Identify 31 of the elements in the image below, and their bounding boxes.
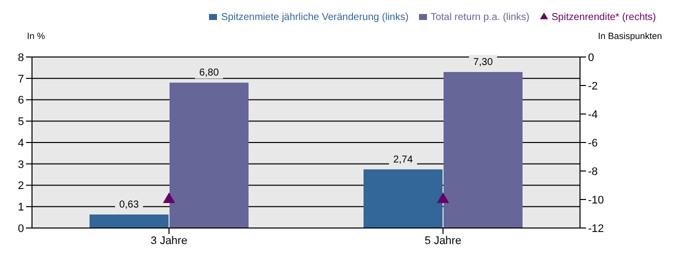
y-tick-label: 7 bbox=[18, 73, 24, 86]
y2-tick-label: -10 bbox=[588, 194, 604, 206]
y2-tick-label: -12 bbox=[588, 222, 604, 235]
legend-label: Spitzenmiete jährliche Veränderung (links) bbox=[221, 12, 409, 23]
x-tick-label: 3 Jahre bbox=[150, 234, 188, 247]
data-label: 7,30 bbox=[473, 56, 494, 68]
y-tick-label: 8 bbox=[18, 52, 24, 64]
data-label: 6,80 bbox=[199, 68, 220, 79]
bar bbox=[90, 214, 169, 228]
y-tick-label: 2 bbox=[18, 180, 24, 192]
legend-label: Spitzenrendite* (rechts) bbox=[552, 12, 656, 23]
y2-tick-label: -6 bbox=[588, 137, 598, 150]
y-tick-label: 0 bbox=[18, 222, 24, 235]
x-tick-label: 5 Jahre bbox=[424, 234, 462, 247]
y-tick-label: 6 bbox=[18, 94, 24, 107]
y-tick-label: 3 bbox=[18, 158, 24, 171]
y2-tick-label: -2 bbox=[588, 80, 598, 92]
y-tick-label: 4 bbox=[18, 137, 24, 150]
bar bbox=[364, 169, 443, 228]
y2-axis-title: In Basispunkten bbox=[598, 31, 662, 41]
y-axis-title: In % bbox=[26, 31, 46, 41]
y2-tick-label: -8 bbox=[588, 166, 598, 178]
y-tick-label: 1 bbox=[18, 202, 24, 214]
bar bbox=[444, 72, 523, 228]
legend-label: Total return p.a. (links) bbox=[430, 12, 530, 23]
bar bbox=[170, 82, 249, 228]
y-tick-label: 5 bbox=[18, 116, 24, 128]
y2-tick-label: 0 bbox=[588, 52, 594, 64]
data-label: 2,74 bbox=[393, 154, 414, 166]
data-label: 0,63 bbox=[119, 200, 140, 211]
y2-tick-label: -4 bbox=[588, 108, 598, 121]
